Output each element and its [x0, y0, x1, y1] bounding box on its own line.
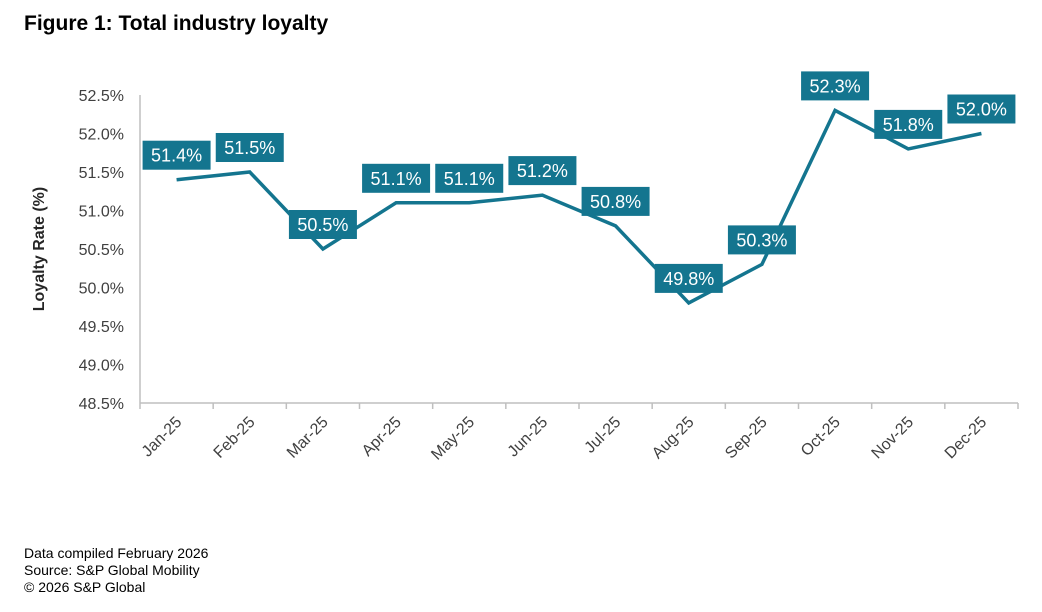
- y-axis-title: Loyalty Rate (%): [31, 187, 48, 311]
- x-tick-label: Feb-25: [211, 414, 259, 462]
- y-tick-label: 50.0%: [79, 281, 124, 298]
- x-tick-label: Jul-25: [582, 414, 625, 457]
- data-label: 52.3%: [810, 76, 861, 96]
- data-label: 50.8%: [590, 192, 641, 212]
- y-tick-label: 50.5%: [79, 242, 124, 259]
- data-label-box: [362, 163, 431, 193]
- y-tick-label: 51.0%: [79, 204, 124, 221]
- data-label-box: [947, 94, 1016, 124]
- x-tick-label: Oct-25: [798, 414, 844, 460]
- footnotes: Data compiled February 2026 Source: S&P …: [24, 545, 208, 596]
- series-line: [176, 108, 982, 306]
- y-tick-label: 51.5%: [79, 165, 124, 182]
- data-label-box: [654, 263, 723, 293]
- line-chart: 48.5% 49.0% 49.5% 50.0% 50.5% 51.0% 51.5% 52.0%…: [31, 71, 1019, 464]
- data-label: 49.8%: [663, 269, 714, 289]
- data-label: 51.2%: [517, 161, 568, 181]
- data-label-box: [288, 210, 357, 239]
- data-label: 51.1%: [444, 169, 495, 189]
- data-label-box: [508, 156, 577, 186]
- data-label-box: [801, 71, 870, 101]
- data-label: 51.5%: [224, 138, 275, 158]
- x-tick-label: Nov-25: [869, 414, 918, 463]
- data-label-box: [435, 163, 504, 193]
- x-tick-label: Mar-25: [284, 414, 332, 462]
- x-tick-label: Apr-25: [359, 414, 405, 460]
- x-tick-label: Jan-25: [139, 414, 186, 461]
- x-tick-label: May-25: [428, 414, 478, 464]
- x-tick-label: Dec-25: [942, 414, 991, 463]
- data-label: 50.3%: [736, 230, 787, 250]
- x-tick-label: Sep-25: [722, 414, 771, 463]
- data-label: 51.8%: [883, 115, 934, 135]
- y-tick-label: 49.5%: [79, 319, 124, 336]
- data-label: 51.4%: [151, 146, 202, 166]
- note-compiled: Data compiled February 2026: [24, 545, 209, 561]
- x-tick-label: Aug-25: [649, 414, 698, 463]
- note-source: Source: S&P Global Mobility: [24, 562, 200, 578]
- y-tick-label: 52.5%: [79, 88, 124, 105]
- chart-title: Figure 1: Total industry loyalty: [24, 12, 329, 35]
- data-label-box: [581, 186, 650, 216]
- data-label: 52.0%: [956, 100, 1007, 120]
- y-tick-label: 52.0%: [79, 127, 124, 144]
- data-label: 50.5%: [297, 215, 348, 235]
- data-label: 51.1%: [371, 169, 422, 189]
- data-label-box: [215, 133, 284, 162]
- x-tick-label: Jun-25: [505, 414, 552, 461]
- data-label-box: [142, 140, 211, 170]
- note-copyright: © 2026 S&P Global: [24, 579, 146, 595]
- data-label-box: [727, 225, 796, 255]
- y-tick-label: 48.5%: [79, 396, 124, 413]
- y-tick-label: 49.0%: [79, 358, 124, 375]
- data-label-box: [874, 109, 943, 139]
